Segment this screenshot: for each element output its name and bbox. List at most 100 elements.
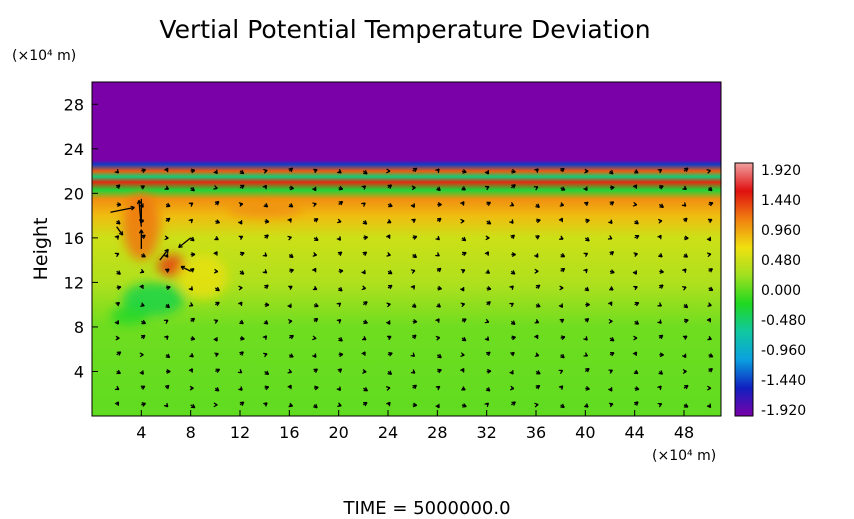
wind-vector [535, 303, 541, 308]
wind-vector [460, 368, 465, 373]
y-tick-label: 16 [64, 229, 84, 248]
wind-vector [312, 285, 318, 291]
wind-vector [386, 234, 391, 239]
wind-vector [485, 235, 490, 241]
y-tick-label: 12 [64, 273, 84, 292]
wind-vector [116, 202, 122, 207]
colorbar: 1.920 1.440 0.960 0.480 0.000 -0.480 -0.960 -1.… [734, 162, 806, 419]
wind-vector [215, 368, 221, 373]
wind-vector [559, 202, 565, 207]
wind-vector [461, 336, 467, 342]
wind-vector [510, 351, 515, 357]
wind-vector [338, 200, 344, 206]
wind-vector [657, 302, 662, 307]
wind-vector [215, 219, 221, 224]
wind-vector [437, 368, 442, 374]
wind-vector [510, 270, 516, 275]
wind-vector [114, 401, 120, 406]
wind-vector [139, 370, 144, 375]
wind-vector [238, 235, 244, 241]
wind-vector [659, 269, 664, 274]
wind-vector [682, 369, 687, 374]
x-axis: 4 8 12 16 20 24 28 32 36 40 44 48 [136, 410, 694, 442]
wind-vector [412, 253, 418, 259]
wind-vector [609, 250, 615, 256]
wind-vector [683, 217, 688, 223]
wind-vector [141, 402, 147, 407]
wind-vector [484, 170, 490, 175]
wind-vector [288, 285, 293, 290]
wind-vector [313, 317, 319, 323]
wind-vector [387, 184, 393, 189]
wind-vector-strong [116, 226, 124, 236]
wind-vector [484, 318, 490, 324]
wind-vector [534, 319, 540, 324]
wind-vector [140, 185, 145, 190]
y-tick-label: 8 [74, 318, 84, 337]
wind-vector [287, 384, 292, 390]
wind-vector [410, 269, 416, 274]
wind-vector [706, 169, 711, 174]
wind-vector [188, 218, 194, 224]
wind-vector [164, 335, 169, 340]
wind-vector [435, 318, 440, 323]
wind-vector [387, 284, 393, 290]
wind-vector [239, 401, 245, 406]
wind-vector [486, 351, 491, 357]
wind-vector [511, 168, 516, 174]
wind-vector [509, 219, 514, 224]
y-axis: 4 8 12 16 20 24 28 [64, 95, 98, 381]
colorbar-label: 0.480 [761, 253, 801, 269]
wind-vector [116, 270, 121, 275]
wind-vector [533, 186, 539, 191]
wind-vector [263, 203, 269, 208]
wind-vector [338, 268, 344, 274]
x-tick-label: 40 [575, 423, 595, 442]
wind-vector [264, 284, 269, 290]
wind-vector [657, 319, 662, 324]
wind-vector [338, 185, 344, 191]
wind-vector [583, 201, 589, 207]
wind-vector [361, 285, 366, 291]
x-tick-label: 24 [378, 423, 398, 442]
wind-vector [141, 168, 147, 173]
x-tick-label: 4 [136, 423, 146, 442]
x-tick-label: 16 [279, 423, 299, 442]
wind-vector [435, 385, 441, 391]
anomaly-patch [178, 254, 228, 300]
x-tick-label: 48 [674, 423, 694, 442]
wind-vector [609, 185, 615, 191]
wind-vector [262, 252, 268, 257]
wind-vector [239, 351, 244, 356]
wind-vector [116, 351, 122, 356]
wind-vector [683, 253, 689, 258]
wind-vector [361, 351, 366, 356]
x-axis-unit: (×10⁴ m) [652, 448, 716, 464]
wind-vector [312, 252, 317, 257]
wind-vector [460, 218, 465, 224]
wind-vector [386, 219, 392, 224]
chart-title: Vertial Potential Temperature Deviation [159, 15, 650, 44]
wind-vector [485, 269, 491, 274]
wind-vector [534, 352, 540, 357]
wind-vector [264, 302, 270, 308]
wind-vector [337, 368, 343, 373]
wind-vector [535, 284, 541, 290]
wind-vector [461, 236, 467, 242]
wind-vector [312, 353, 317, 358]
wind-vector [436, 186, 441, 192]
wind-vector [658, 203, 664, 208]
wind-vector [411, 303, 417, 308]
wind-vector [632, 201, 638, 207]
wind-vector-strong [138, 229, 144, 249]
wind-vector [585, 302, 590, 308]
wind-vector [435, 335, 441, 341]
wind-vector [213, 319, 219, 324]
wind-vector [238, 285, 243, 291]
wind-vector [163, 253, 169, 258]
wind-vector [584, 367, 590, 373]
wind-vector [706, 252, 712, 258]
wind-vector [509, 385, 515, 391]
wind-vector [387, 269, 393, 275]
